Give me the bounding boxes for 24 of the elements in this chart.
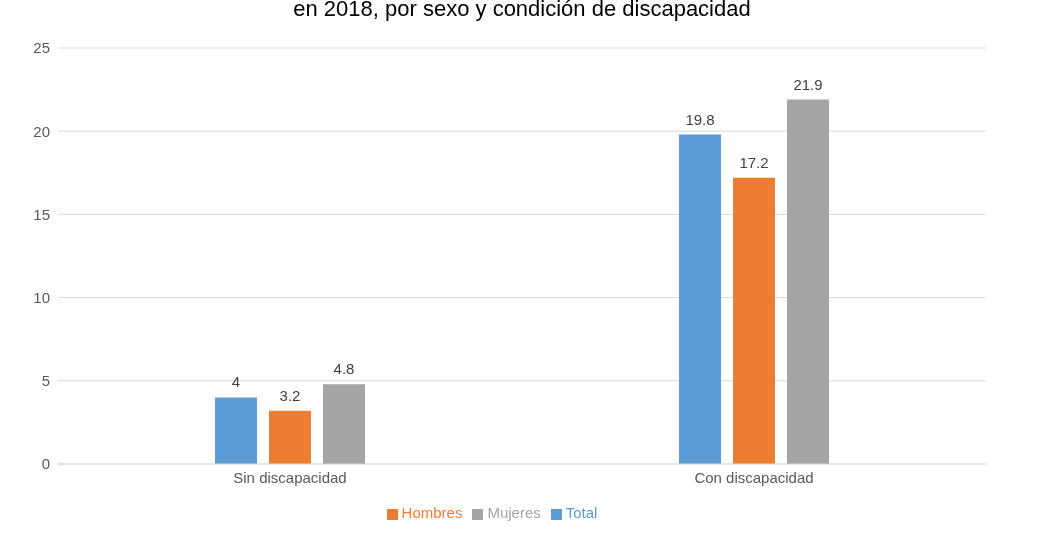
x-tick-label: Con discapacidad: [694, 468, 814, 486]
y-tick-label: 25: [33, 39, 50, 57]
y-tick-label: 10: [33, 288, 50, 306]
data-label: 4.8: [333, 360, 355, 378]
data-label: 4: [231, 373, 241, 391]
bar: [679, 134, 721, 464]
data-label: 17.2: [739, 153, 769, 171]
bar: [215, 397, 257, 464]
data-label: 3.2: [279, 386, 301, 404]
chart-title: en 2018, por sexo y condición de discapacidad: [292, 0, 752, 22]
bar: [269, 410, 311, 464]
bar: [733, 177, 775, 464]
data-label: 21.9: [793, 75, 823, 93]
legend-label: Hombres: [401, 504, 463, 521]
x-tick-label: Sin discapacidad: [233, 468, 347, 486]
bar: [323, 384, 365, 464]
legend-label: Mujeres: [487, 504, 541, 521]
data-label: 19.8: [685, 110, 715, 128]
y-tick-label: 0: [41, 455, 50, 473]
y-tick-label: 5: [41, 372, 50, 390]
y-tick-label: 15: [33, 205, 50, 223]
bar: [787, 99, 829, 464]
y-tick-label: 20: [33, 122, 50, 140]
legend-label: Total: [565, 504, 598, 521]
